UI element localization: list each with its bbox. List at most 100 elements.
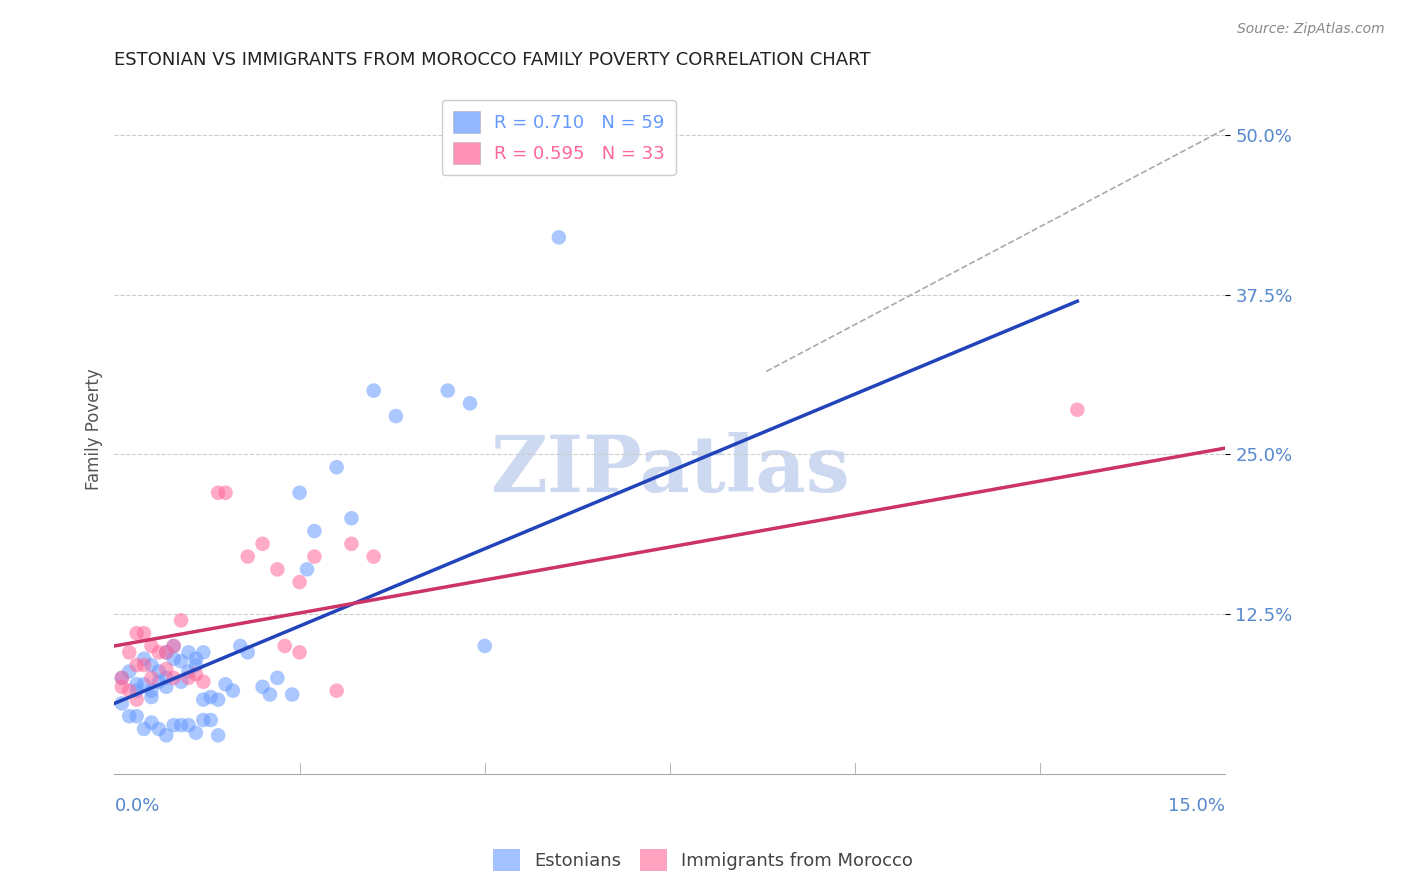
Point xyxy=(214,485,236,500)
Point xyxy=(111,671,134,685)
Text: Source: ZipAtlas.com: Source: ZipAtlas.com xyxy=(1237,22,1385,37)
Point xyxy=(111,697,134,711)
Point xyxy=(385,409,408,424)
Point xyxy=(266,562,288,576)
Legend: R = 0.710   N = 59, R = 0.595   N = 33: R = 0.710 N = 59, R = 0.595 N = 33 xyxy=(441,100,676,175)
Point xyxy=(363,549,385,564)
Point xyxy=(363,384,385,398)
Point xyxy=(1066,402,1088,417)
Point xyxy=(177,645,200,659)
Point xyxy=(193,674,215,689)
Point xyxy=(125,658,148,673)
Point xyxy=(325,460,347,475)
Y-axis label: Family Poverty: Family Poverty xyxy=(86,368,103,490)
Point xyxy=(200,690,222,704)
Point xyxy=(177,718,200,732)
Point xyxy=(148,674,170,689)
Text: ZIPatlas: ZIPatlas xyxy=(491,433,849,508)
Point xyxy=(132,722,155,736)
Point xyxy=(325,683,347,698)
Point xyxy=(274,639,297,653)
Point xyxy=(163,639,186,653)
Point xyxy=(295,562,318,576)
Point xyxy=(229,639,252,653)
Point xyxy=(125,626,148,640)
Point xyxy=(184,658,207,673)
Point xyxy=(207,728,229,742)
Point xyxy=(141,639,163,653)
Point xyxy=(304,524,326,538)
Point xyxy=(288,485,311,500)
Point xyxy=(214,677,236,691)
Point xyxy=(141,671,163,685)
Point xyxy=(177,671,200,685)
Point xyxy=(125,692,148,706)
Point xyxy=(236,645,259,659)
Point xyxy=(148,665,170,679)
Point xyxy=(163,718,186,732)
Text: 15.0%: 15.0% xyxy=(1168,797,1226,814)
Point xyxy=(288,575,311,590)
Point xyxy=(118,645,141,659)
Point xyxy=(118,709,141,723)
Point xyxy=(118,683,141,698)
Point xyxy=(141,683,163,698)
Point xyxy=(132,626,155,640)
Point xyxy=(170,614,193,628)
Point xyxy=(236,549,259,564)
Point xyxy=(222,683,245,698)
Point xyxy=(125,677,148,691)
Point xyxy=(155,680,177,694)
Point xyxy=(111,671,134,685)
Point xyxy=(340,537,363,551)
Point xyxy=(125,709,148,723)
Point xyxy=(155,662,177,676)
Point xyxy=(266,671,288,685)
Point xyxy=(200,713,222,727)
Point xyxy=(259,688,281,702)
Point xyxy=(193,692,215,706)
Point xyxy=(436,384,458,398)
Point xyxy=(184,667,207,681)
Point xyxy=(170,718,193,732)
Point xyxy=(304,549,326,564)
Point xyxy=(163,651,186,665)
Point xyxy=(132,651,155,665)
Point xyxy=(207,692,229,706)
Point xyxy=(177,665,200,679)
Point xyxy=(170,654,193,668)
Point xyxy=(141,658,163,673)
Point xyxy=(207,485,229,500)
Point xyxy=(111,680,134,694)
Point xyxy=(163,671,186,685)
Point xyxy=(288,645,311,659)
Text: 0.0%: 0.0% xyxy=(114,797,160,814)
Point xyxy=(340,511,363,525)
Point xyxy=(163,639,186,653)
Point xyxy=(193,713,215,727)
Point xyxy=(141,715,163,730)
Point xyxy=(148,722,170,736)
Point xyxy=(155,645,177,659)
Point xyxy=(125,683,148,698)
Point xyxy=(474,639,496,653)
Point xyxy=(132,677,155,691)
Point xyxy=(141,690,163,704)
Point xyxy=(458,396,481,410)
Legend: Estonians, Immigrants from Morocco: Estonians, Immigrants from Morocco xyxy=(486,842,920,879)
Point xyxy=(547,230,569,244)
Point xyxy=(252,537,274,551)
Point xyxy=(155,645,177,659)
Point xyxy=(184,651,207,665)
Point xyxy=(193,645,215,659)
Point xyxy=(155,671,177,685)
Point xyxy=(155,728,177,742)
Text: ESTONIAN VS IMMIGRANTS FROM MOROCCO FAMILY POVERTY CORRELATION CHART: ESTONIAN VS IMMIGRANTS FROM MOROCCO FAMI… xyxy=(114,51,870,69)
Point xyxy=(132,658,155,673)
Point xyxy=(170,674,193,689)
Point xyxy=(118,665,141,679)
Point xyxy=(281,688,304,702)
Point xyxy=(184,726,207,740)
Point xyxy=(252,680,274,694)
Point xyxy=(148,645,170,659)
